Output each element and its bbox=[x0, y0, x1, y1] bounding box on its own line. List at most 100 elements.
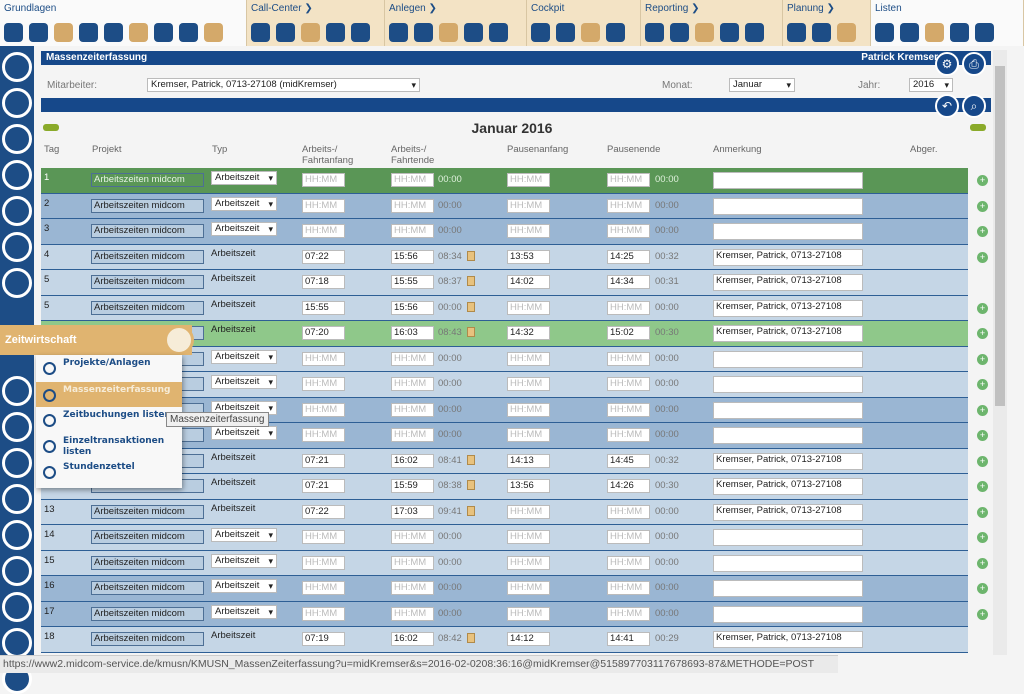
pause-end-input[interactable]: 14:26 bbox=[607, 479, 650, 493]
menu-item[interactable]: Stundenzettel bbox=[36, 459, 182, 484]
note-textarea[interactable] bbox=[713, 605, 863, 623]
work-start-input[interactable]: 15:55 bbox=[302, 300, 345, 315]
month-select[interactable]: Januar bbox=[729, 78, 795, 92]
add-row-icon[interactable]: + bbox=[977, 404, 988, 416]
pause-start-input[interactable]: HH:MM bbox=[507, 377, 550, 391]
thumbs-up-icon[interactable] bbox=[351, 23, 370, 42]
add-group-icon[interactable] bbox=[414, 23, 433, 42]
type-select[interactable]: Arbeitszeit bbox=[211, 400, 277, 415]
search-button[interactable]: ⌕ bbox=[962, 94, 986, 118]
pause-end-input[interactable]: 14:34 bbox=[607, 275, 650, 289]
add-row-icon[interactable]: + bbox=[977, 506, 988, 518]
callback-icon[interactable] bbox=[251, 23, 270, 42]
star-icon[interactable] bbox=[2, 52, 32, 82]
pause-start-input[interactable]: 14:02 bbox=[507, 275, 550, 289]
project-field[interactable]: Arbeitszeiten midcom bbox=[91, 632, 204, 646]
year-select[interactable]: 2016 bbox=[909, 78, 953, 92]
pause-end-input[interactable]: 14:45 bbox=[607, 453, 650, 468]
back-button[interactable]: ↶ bbox=[935, 94, 959, 118]
work-end-input[interactable]: HH:MM bbox=[391, 530, 434, 544]
building-icon[interactable] bbox=[2, 160, 32, 190]
pause-end-input[interactable]: HH:MM bbox=[607, 555, 650, 570]
project-field[interactable]: Arbeitszeiten midcom bbox=[91, 606, 204, 621]
pause-start-input[interactable]: 13:53 bbox=[507, 249, 550, 264]
work-end-input[interactable]: 16:03 bbox=[391, 326, 434, 340]
type-select[interactable]: Arbeitszeit bbox=[211, 426, 277, 440]
work-end-input[interactable]: HH:MM bbox=[391, 555, 434, 570]
plan-icon[interactable] bbox=[837, 23, 856, 42]
toolbar-section-title[interactable]: Grundlagen bbox=[4, 3, 57, 14]
project-field[interactable]: Arbeitszeiten midcom bbox=[91, 173, 204, 187]
pause-end-input[interactable]: 14:41 bbox=[607, 632, 650, 646]
project-field[interactable]: Arbeitszeiten midcom bbox=[91, 275, 204, 289]
phone-in-icon[interactable] bbox=[276, 23, 295, 42]
pause-end-input[interactable]: HH:MM bbox=[607, 428, 650, 442]
menu-item[interactable]: Zeitbuchungen listen bbox=[36, 407, 182, 432]
sync-icon[interactable] bbox=[79, 23, 98, 42]
note-textarea[interactable] bbox=[713, 401, 863, 419]
copy-icon[interactable] bbox=[467, 301, 475, 312]
copy-icon[interactable] bbox=[467, 327, 475, 337]
globe-icon[interactable] bbox=[2, 520, 32, 550]
window-icon[interactable] bbox=[2, 376, 32, 406]
pause-start-input[interactable]: HH:MM bbox=[507, 555, 550, 570]
mail-icon[interactable] bbox=[104, 23, 123, 42]
plan-icon[interactable] bbox=[812, 23, 831, 42]
note-textarea[interactable]: Kremser, Patrick, 0713-27108 bbox=[713, 299, 863, 317]
work-start-input[interactable]: 07:19 bbox=[302, 632, 345, 646]
person-list-icon[interactable] bbox=[975, 23, 994, 42]
note-textarea[interactable] bbox=[713, 529, 863, 546]
list-icon[interactable] bbox=[875, 23, 894, 42]
add-row-icon[interactable]: + bbox=[977, 175, 988, 186]
work-start-input[interactable]: HH:MM bbox=[302, 402, 345, 417]
person-icon[interactable] bbox=[204, 23, 223, 42]
settings-list-button[interactable]: ⚙ bbox=[935, 52, 959, 76]
toolbar-section-title[interactable]: Cockpit bbox=[531, 3, 565, 14]
pause-end-input[interactable]: 14:25 bbox=[607, 249, 650, 264]
toolbar-section-title[interactable]: Reporting ❯ bbox=[645, 3, 700, 14]
toolbar-section-title[interactable]: Anlegen ❯ bbox=[389, 3, 437, 14]
note-textarea[interactable]: Kremser, Patrick, 0713-27108 bbox=[713, 478, 863, 495]
pause-start-input[interactable]: 13:56 bbox=[507, 479, 550, 493]
mail-icon[interactable] bbox=[2, 412, 32, 442]
search-icon[interactable] bbox=[29, 23, 48, 42]
work-start-input[interactable]: HH:MM bbox=[302, 377, 345, 391]
work-start-input[interactable]: 07:22 bbox=[302, 249, 345, 264]
chart-icon[interactable] bbox=[645, 23, 664, 42]
toolbar-section-title[interactable]: Listen bbox=[875, 3, 902, 14]
pause-start-input[interactable]: HH:MM bbox=[507, 606, 550, 621]
add-row-icon[interactable]: + bbox=[977, 430, 988, 441]
work-start-input[interactable]: 07:21 bbox=[302, 479, 345, 493]
work-end-input[interactable]: 15:56 bbox=[391, 300, 434, 315]
type-select[interactable]: Arbeitszeit bbox=[211, 171, 277, 185]
add-mail-icon[interactable] bbox=[439, 23, 458, 42]
add-row-icon[interactable]: + bbox=[977, 608, 988, 620]
copy-icon[interactable] bbox=[467, 505, 475, 516]
pause-end-input[interactable]: HH:MM bbox=[607, 351, 650, 366]
pause-end-input[interactable]: HH:MM bbox=[607, 300, 650, 315]
pause-end-input[interactable]: 15:02 bbox=[607, 326, 650, 340]
transfer-icon[interactable] bbox=[2, 124, 32, 154]
note-textarea[interactable] bbox=[713, 172, 863, 189]
pause-start-input[interactable]: HH:MM bbox=[507, 530, 550, 544]
toolbar-section-title[interactable]: Call-Center ❯ bbox=[251, 3, 313, 14]
pause-end-input[interactable]: HH:MM bbox=[607, 402, 650, 417]
pause-end-input[interactable]: HH:MM bbox=[607, 530, 650, 544]
monitor-icon[interactable] bbox=[531, 23, 550, 42]
pause-start-input[interactable]: HH:MM bbox=[507, 224, 550, 238]
group-add-icon[interactable] bbox=[720, 23, 739, 42]
work-start-input[interactable]: HH:MM bbox=[302, 198, 345, 213]
project-field[interactable]: Arbeitszeiten midcom bbox=[91, 224, 204, 238]
list-icon[interactable] bbox=[900, 23, 919, 42]
tools-icon[interactable] bbox=[2, 268, 32, 298]
work-end-input[interactable]: HH:MM bbox=[391, 402, 434, 417]
type-select[interactable]: Arbeitszeit bbox=[211, 579, 277, 593]
euro-icon[interactable] bbox=[2, 592, 32, 622]
work-start-input[interactable]: 07:22 bbox=[302, 504, 345, 519]
phone-group-icon[interactable] bbox=[326, 23, 345, 42]
add-icon[interactable] bbox=[489, 23, 508, 42]
note-textarea[interactable]: Kremser, Patrick, 0713-27108 bbox=[713, 631, 863, 648]
menu-item[interactable]: Einzeltransaktionen listen bbox=[36, 433, 182, 459]
note-textarea[interactable]: Kremser, Patrick, 0713-27108 bbox=[713, 503, 863, 521]
note-textarea[interactable] bbox=[713, 376, 863, 393]
